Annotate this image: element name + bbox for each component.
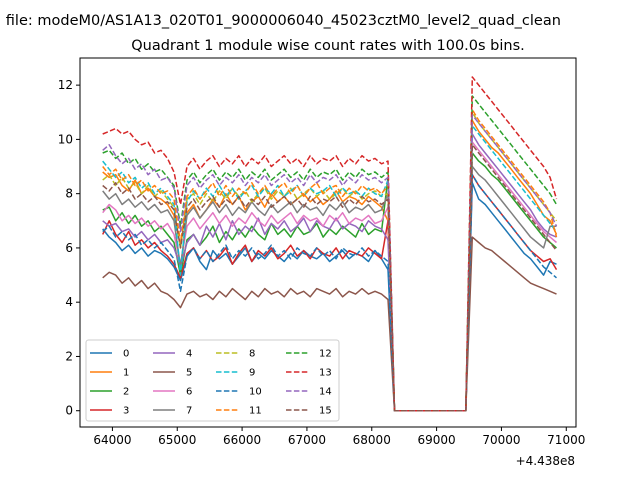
y-tick-label: 12	[58, 78, 73, 92]
x-tick-label: 66000	[223, 433, 261, 447]
x-tick-label: 69000	[418, 433, 456, 447]
series-line-7	[102, 165, 557, 412]
series-line-0	[102, 182, 557, 412]
legend-label-13: 13	[319, 368, 332, 379]
legend-label-9: 9	[249, 368, 255, 379]
y-tick-label: 2	[65, 349, 73, 363]
series-line-3	[102, 173, 558, 412]
series-line-10	[102, 173, 557, 412]
x-tick-label: 65000	[158, 433, 196, 447]
legend-box	[85, 339, 340, 422]
y-tick-label: 0	[65, 404, 73, 418]
legend-label-7: 7	[186, 406, 192, 417]
y-tick-label: 10	[58, 132, 73, 146]
legend-label-14: 14	[319, 387, 332, 398]
series-line-8	[102, 111, 558, 412]
legend-label-1: 1	[123, 368, 129, 379]
legend-label-2: 2	[123, 387, 129, 398]
chart-title: Quadrant 1 module wise count rates with …	[131, 38, 525, 54]
y-axis: 0 2 4 6 8 10 12	[58, 78, 80, 418]
x-axis: 64000 65000 66000 67000 68000 69000 70000 71000	[93, 427, 585, 447]
series-line-9	[102, 125, 558, 412]
legend-label-4: 4	[186, 349, 192, 360]
legend-label-15: 15	[319, 406, 332, 417]
legend-label-5: 5	[186, 368, 192, 379]
series-line-1	[102, 119, 558, 412]
x-tick-label: 70000	[482, 433, 520, 447]
series-line-13	[102, 76, 558, 412]
axes-frame	[79, 57, 577, 428]
legend-label-6: 6	[186, 387, 192, 398]
series-line-11	[102, 108, 558, 412]
x-tick-label: 67000	[288, 433, 326, 447]
plot-area	[102, 76, 558, 412]
series-line-5	[102, 236, 557, 412]
legend-label-10: 10	[249, 387, 262, 398]
y-tick-label: 6	[65, 241, 73, 255]
legend-label-0: 0	[123, 349, 129, 360]
x-tick-label: 71000	[547, 433, 585, 447]
x-tick-label: 64000	[93, 433, 131, 447]
series-line-4	[102, 133, 557, 412]
legend-label-8: 8	[249, 349, 255, 360]
y-tick-label: 8	[65, 187, 73, 201]
legend-label-12: 12	[319, 349, 332, 360]
legend-label-3: 3	[123, 406, 129, 417]
series-line-14	[102, 114, 558, 412]
y-tick-label: 4	[65, 295, 73, 309]
series-line-6	[102, 141, 557, 412]
figure-suptitle: n file: modeM0/AS1A13_020T01_9000006040_…	[0, 13, 561, 29]
x-tick-label: 68000	[353, 433, 391, 447]
series-line-12	[102, 95, 558, 412]
x-offset-label: +4.438e8	[516, 454, 575, 468]
legend-label-11: 11	[249, 406, 262, 417]
series-line-15	[102, 144, 558, 412]
